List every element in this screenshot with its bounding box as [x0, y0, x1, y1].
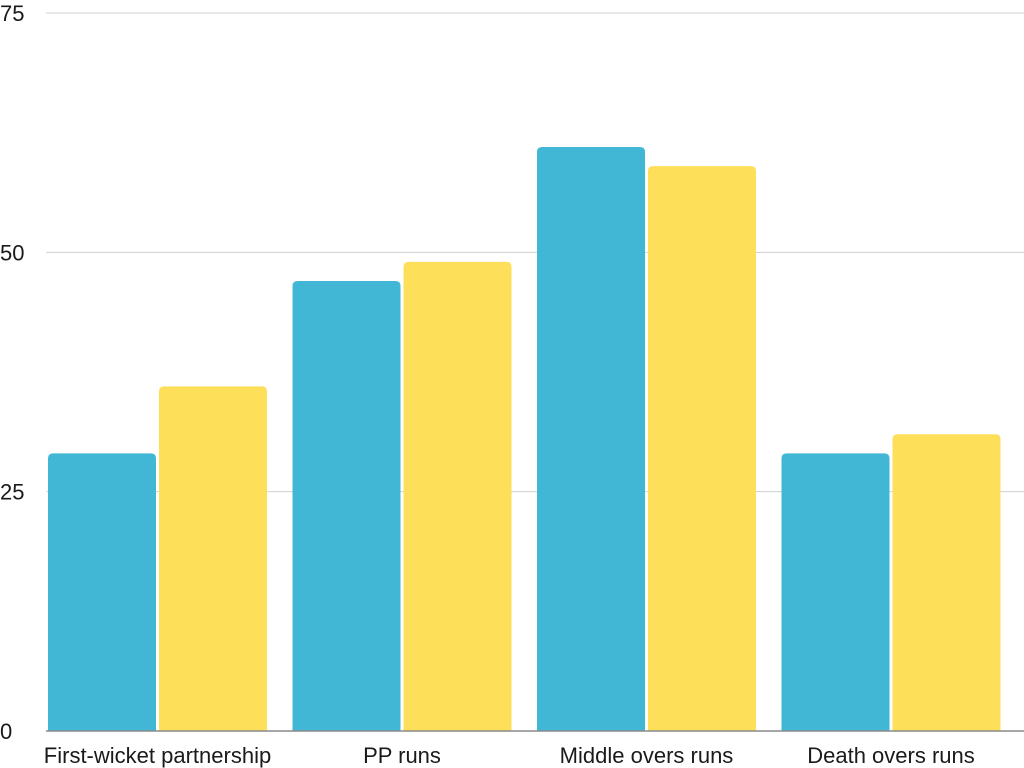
category-label: First-wicket partnership [44, 743, 271, 768]
bar-1-series-0 [292, 281, 401, 731]
bars [48, 147, 1001, 731]
category-label: PP runs [363, 743, 441, 768]
category-labels: First-wicket partnership PP runs Middle ov… [44, 743, 975, 768]
bar-0-series-1 [159, 386, 267, 731]
bar-2-series-1 [648, 166, 756, 731]
bar-3-series-0 [781, 453, 890, 731]
bar-3-series-1 [892, 434, 1001, 731]
bar-1-series-1 [403, 261, 512, 731]
category-label: Death overs runs [807, 743, 975, 768]
category-label: Middle overs runs [560, 743, 734, 768]
bar-2-series-0 [537, 147, 645, 731]
bar-0-series-0 [48, 453, 156, 731]
y-tick-label: 50 [0, 240, 24, 265]
y-tick-labels: 0 25 50 75 [0, 1, 24, 744]
y-tick-label: 25 [0, 480, 24, 505]
y-tick-label: 0 [0, 719, 12, 744]
y-tick-label: 75 [0, 1, 24, 26]
